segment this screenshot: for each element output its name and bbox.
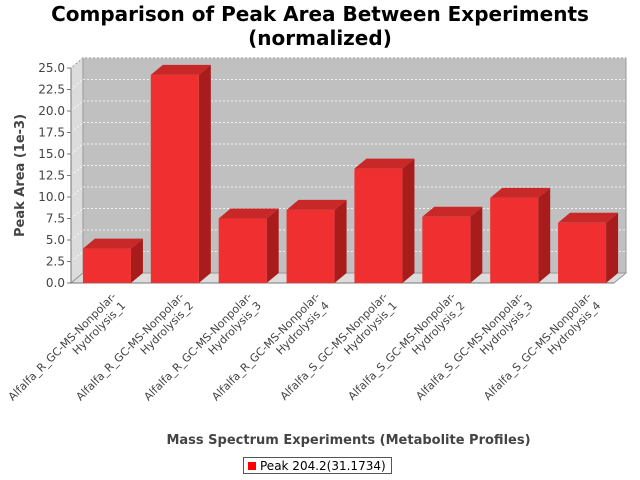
bar-side bbox=[334, 199, 347, 283]
x-tick-label-line: Alfalfa_S_GC-MS-Nonpolar- bbox=[346, 290, 459, 403]
chart-title: Comparison of Peak Area Between Experime… bbox=[0, 2, 640, 50]
x-tick-label-line: Alfalfa_R_GC-MS-Nonpolar- bbox=[6, 290, 119, 403]
bar bbox=[82, 248, 131, 283]
bar-top bbox=[490, 187, 551, 198]
bar-side bbox=[606, 212, 619, 283]
gridline-side bbox=[70, 122, 84, 133]
gridline-side bbox=[70, 208, 84, 219]
bar-side bbox=[402, 158, 415, 283]
bar bbox=[286, 209, 335, 283]
y-tick-label: 25.0 bbox=[38, 61, 65, 75]
y-tick-label: 22.5 bbox=[38, 83, 65, 97]
y-tick-label: 20.0 bbox=[38, 104, 65, 118]
bar-side bbox=[538, 187, 551, 283]
y-tick-label: 10.0 bbox=[38, 190, 65, 204]
bar-top bbox=[422, 206, 483, 217]
y-tick-label: 2.5 bbox=[46, 255, 65, 269]
bar bbox=[354, 168, 403, 283]
bar bbox=[490, 197, 539, 283]
y-tick-label: 15.0 bbox=[38, 147, 65, 161]
bar-side bbox=[130, 238, 143, 283]
legend-label: Peak 204.2(31.1734) bbox=[260, 458, 386, 473]
bar-side bbox=[198, 64, 211, 283]
legend-swatch bbox=[248, 461, 256, 470]
bar-side bbox=[470, 206, 483, 283]
bar bbox=[218, 218, 267, 283]
x-tick-label-line: Alfalfa_R_GC-MS-Nonpolar- bbox=[74, 290, 187, 403]
bar-top bbox=[286, 199, 347, 210]
bar bbox=[150, 74, 199, 283]
x-tick-label-line: Alfalfa_S_GC-MS-Nonpolar- bbox=[481, 290, 594, 403]
x-tick-label-line: Alfalfa_R_GC-MS-Nonpolar- bbox=[141, 290, 254, 403]
gridline-side bbox=[70, 186, 84, 198]
gridline-side bbox=[70, 229, 84, 241]
gridline-side bbox=[70, 57, 84, 69]
x-axis-title: Mass Spectrum Experiments (Metabolite Pr… bbox=[166, 433, 530, 448]
chart-title-line-2: (normalized) bbox=[248, 26, 392, 50]
bar-side bbox=[266, 208, 279, 283]
bar-top bbox=[82, 238, 143, 249]
y-axis-title: Peak Area (1e-3) bbox=[13, 114, 28, 237]
y-tick-label: 17.5 bbox=[38, 126, 65, 140]
chart-title-line-1: Comparison of Peak Area Between Experime… bbox=[51, 2, 589, 26]
bar-top bbox=[218, 208, 279, 219]
x-tick-label: Alfalfa_R_GC-MS-Nonpolar-Hydrolysis_1 bbox=[6, 290, 129, 403]
gridline-side bbox=[70, 143, 84, 155]
bar-top bbox=[354, 158, 415, 169]
x-tick-label-line: Alfalfa_S_GC-MS-Nonpolar- bbox=[413, 290, 526, 403]
x-tick-label-line: Alfalfa_R_GC-MS-Nonpolar- bbox=[209, 290, 322, 403]
legend: Peak 204.2(31.1734) bbox=[243, 457, 392, 474]
bar-top bbox=[558, 212, 619, 223]
bar bbox=[558, 222, 607, 283]
gridline-side bbox=[70, 100, 84, 112]
gridline-side bbox=[70, 251, 84, 262]
gridline-side bbox=[70, 165, 84, 176]
y-tick-label: 7.5 bbox=[46, 212, 65, 226]
y-tick-label: 5.0 bbox=[46, 233, 65, 247]
plot-left-wall bbox=[70, 56, 84, 285]
bar-top bbox=[150, 64, 211, 75]
y-tick-label: 12.5 bbox=[38, 169, 65, 183]
bar bbox=[422, 216, 471, 283]
x-tick-label-line: Alfalfa_S_GC-MS-Nonpolar- bbox=[278, 290, 391, 403]
y-tick-label: 0.0 bbox=[46, 276, 65, 290]
gridline-side bbox=[70, 79, 84, 90]
